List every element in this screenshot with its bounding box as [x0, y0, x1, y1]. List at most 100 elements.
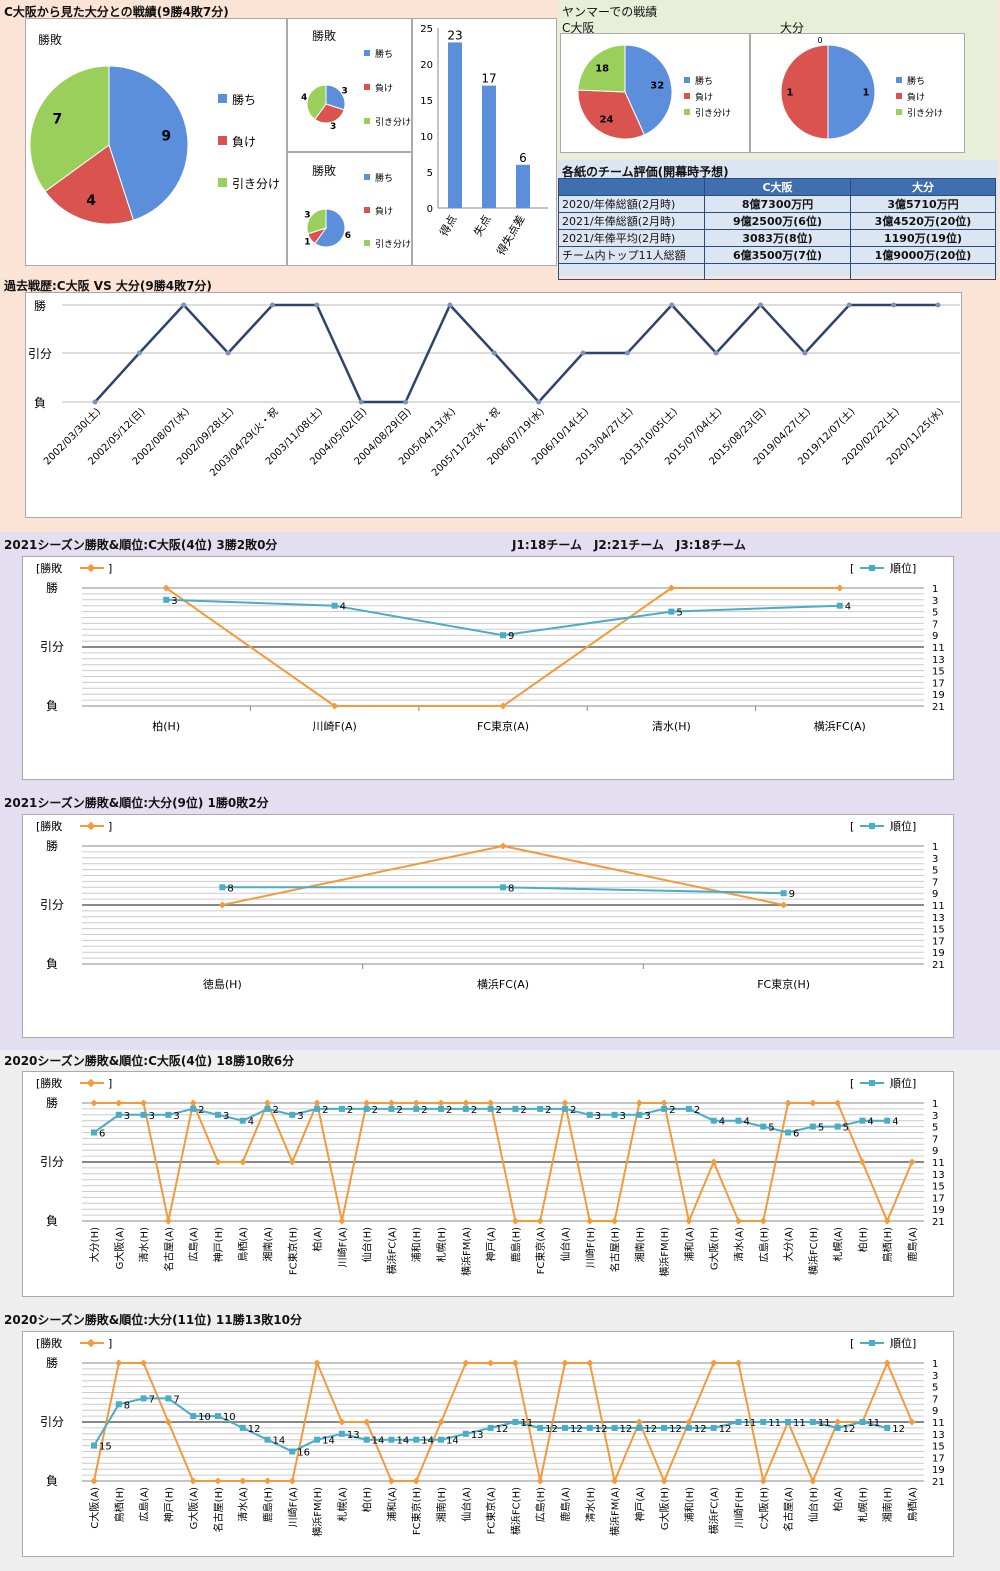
- rank-point-15: [462, 1430, 469, 1437]
- rank-point-3: [165, 1111, 172, 1118]
- season-note-0: J1:18チーム J2:21チーム J3:18チーム: [512, 538, 746, 552]
- legend-3-label-1: 負け: [695, 91, 713, 103]
- match-label-9: 柏(A): [311, 1227, 324, 1252]
- legend-4-label-1: 負け: [907, 91, 925, 103]
- rank-value-2: 9: [789, 889, 795, 900]
- rank-point-12: [388, 1105, 395, 1112]
- legend-result-3: [勝敗: [36, 1336, 62, 1350]
- match-label-0: C大阪(A): [88, 1487, 101, 1529]
- pie-title-3: 勝敗: [312, 164, 337, 178]
- legend-1-label-2: 引き分け: [375, 117, 411, 128]
- pie-0-label-1: 4: [86, 193, 96, 209]
- history-ylabel-2: 負: [34, 396, 46, 410]
- match-label-18: 広島(H): [534, 1487, 547, 1522]
- result-label-1: 引分: [40, 640, 64, 654]
- rank-point-20: [586, 1111, 593, 1118]
- rank-tick: 7: [932, 1394, 938, 1405]
- match-label-4: G大阪(A): [187, 1487, 200, 1529]
- history-point-2: [181, 302, 187, 308]
- pie-2-label-1: 1: [304, 238, 310, 248]
- result-point-12: [387, 1099, 395, 1107]
- rank-value-8: 16: [297, 1448, 310, 1459]
- result-point-0: [90, 1099, 98, 1107]
- match-label-23: G大阪(H): [658, 1487, 671, 1530]
- history-point-1: [136, 350, 142, 356]
- match-label-24: 浦和(A): [683, 1227, 696, 1262]
- match-label-24: 浦和(H): [683, 1487, 696, 1522]
- rank-value-30: 12: [843, 1424, 856, 1435]
- result-point-30: [834, 1418, 842, 1426]
- result-point-2: [140, 1359, 148, 1367]
- pie-2-slice-2: [306, 208, 327, 235]
- result-point-0: [162, 584, 170, 592]
- rank-point-22: [636, 1424, 643, 1431]
- legend-3-swatch-2: [684, 109, 690, 115]
- result-point-18: [536, 1477, 544, 1485]
- pie-3-label-1: 24: [600, 115, 614, 126]
- history-point-17: [846, 302, 852, 308]
- eval-cell: 3億5710万円: [850, 195, 996, 213]
- bar-tick: 10: [420, 132, 433, 143]
- legend-result-1: [勝敗: [36, 819, 62, 833]
- rank-point-17: [512, 1419, 519, 1425]
- pie-1-slice-2: [306, 84, 327, 121]
- rank-value-27: 11: [768, 1418, 781, 1429]
- pie-box-away: [287, 152, 412, 266]
- match-label-2: FC東京(A): [477, 719, 529, 733]
- match-label-15: 横浜FM(A): [460, 1227, 473, 1276]
- result-line-3: [93, 1359, 913, 1485]
- rank-value-32: 4: [892, 1117, 898, 1128]
- match-label-9: 横浜FM(H): [311, 1487, 324, 1537]
- rank-tick: 3: [932, 854, 938, 865]
- rank-tick: 5: [932, 608, 938, 619]
- rank-point-11: [363, 1436, 370, 1443]
- rank-value-20: 3: [595, 1111, 601, 1122]
- bar-tick: 20: [420, 60, 433, 71]
- result-point-7: [263, 1099, 272, 1107]
- match-label-11: 仙台(H): [361, 1227, 374, 1262]
- history-point-19: [935, 302, 941, 308]
- rank-point-3: [165, 1395, 172, 1402]
- summary-title: C大阪から見た大分との戦績(9勝4敗7分): [4, 5, 229, 19]
- eval-cell: 2020/年俸総額(2月時): [558, 195, 705, 213]
- result-point-25: [710, 1158, 718, 1166]
- rank-point-9: [314, 1436, 321, 1443]
- match-label-19: 仙台(A): [559, 1227, 572, 1262]
- rank-value-24: 2: [694, 1105, 700, 1116]
- result-point-22: [635, 1099, 643, 1107]
- eval-row: [558, 263, 996, 280]
- pie-1-label-0: 3: [341, 86, 347, 96]
- result-point-13: [412, 1099, 420, 1107]
- pie-title-1: 勝敗: [38, 33, 63, 47]
- rank-value-6: 4: [248, 1117, 254, 1128]
- pie-2-label-0: 6: [345, 231, 351, 241]
- rank-point-5: [214, 1413, 221, 1420]
- legend-rank-marker-2: [869, 1080, 875, 1086]
- match-label-7: 湘南(A): [262, 1227, 275, 1262]
- legend-result-marker-2: [86, 1078, 96, 1088]
- history-ylabel-1: 引分: [28, 347, 52, 361]
- rank-point-24: [685, 1424, 692, 1431]
- legend-result-bracket-0: ]: [108, 562, 112, 575]
- rank-point-4: [836, 602, 843, 609]
- rank-point-27: [760, 1419, 767, 1425]
- rank-point-28: [785, 1419, 792, 1425]
- legend-1-swatch-2: [364, 118, 370, 124]
- result-point-3: [164, 1217, 172, 1225]
- pie-3-slice-1: [577, 89, 646, 140]
- result-point-7: [263, 1477, 272, 1485]
- result-point-17: [511, 1217, 519, 1225]
- rank-tick: 19: [932, 1465, 945, 1476]
- rank-value-15: 2: [471, 1105, 477, 1116]
- rank-value-28: 11: [793, 1418, 806, 1429]
- rank-value-17: 2: [520, 1105, 526, 1116]
- rank-point-27: [760, 1123, 767, 1130]
- rank-value-2: 3: [149, 1111, 155, 1122]
- rank-point-10: [338, 1430, 345, 1437]
- legend-0-label-2: 引き分け: [232, 177, 280, 191]
- rank-point-13: [413, 1436, 420, 1443]
- match-label-32: 鳥栖(H): [881, 1227, 894, 1262]
- result-point-1: [499, 842, 507, 850]
- pie-1-label-2: 4: [301, 93, 307, 103]
- result-label-0: 勝: [46, 1095, 58, 1110]
